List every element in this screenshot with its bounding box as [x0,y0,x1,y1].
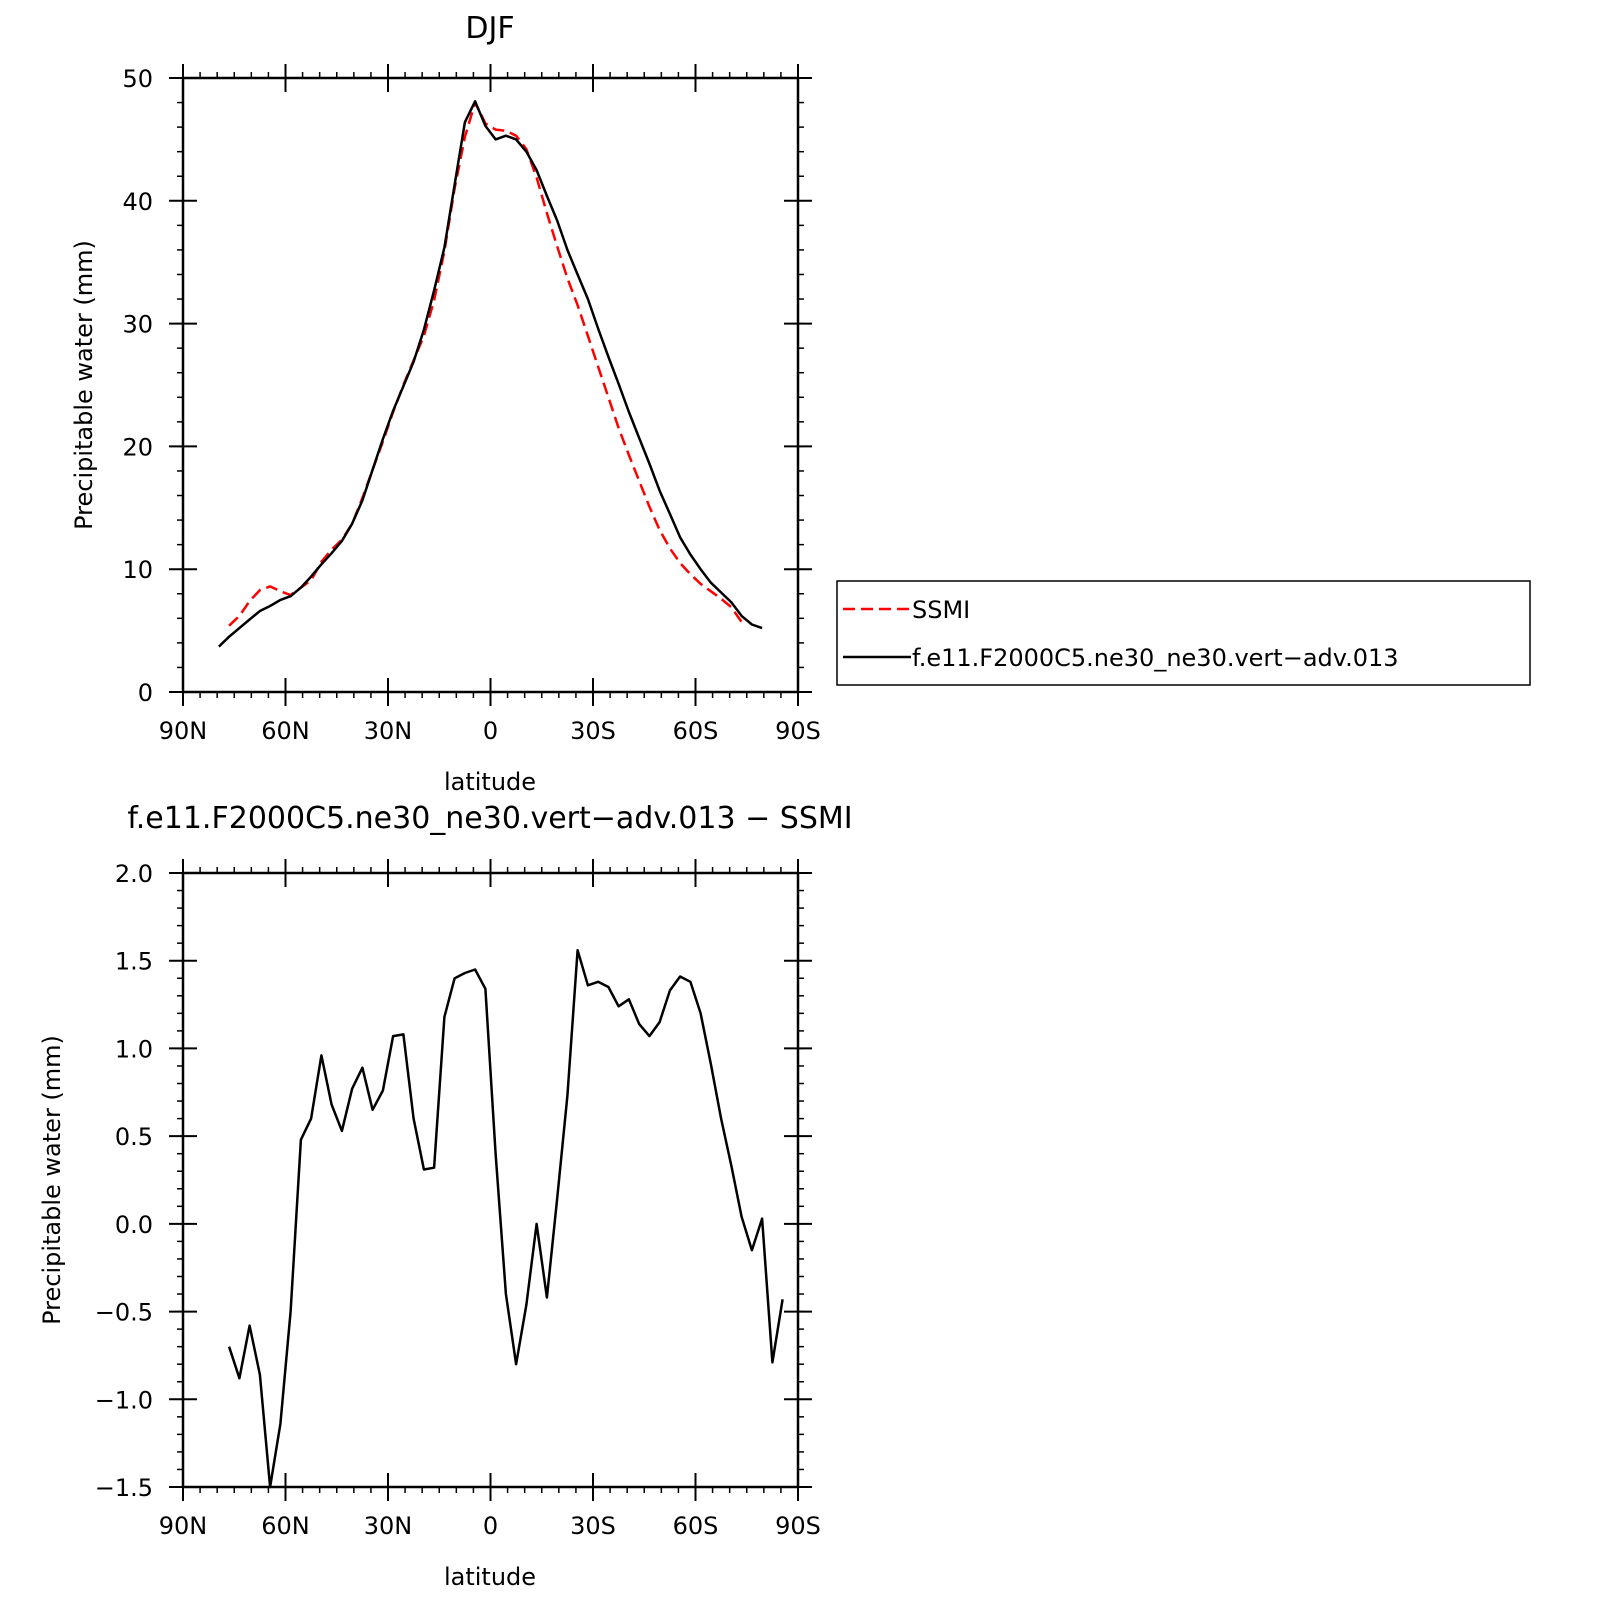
x-tick-label: 60S [673,1512,719,1540]
legend: SSMI f.e11.F2000C5.ne30_ne30.vert−adv.01… [836,580,1531,686]
y-tick-label: 50 [122,65,153,93]
y-axis-label-top: Precipitable water (mm) [70,240,98,530]
x-tick-label: 90S [775,717,821,745]
x-tick-label: 90N [159,1512,208,1540]
x-tick-label: 60S [673,717,719,745]
top-panel-djf: DJF 90N 60N 30N 0 30S 60S 90S 0 10 20 30 40 50 Preci… [70,11,1531,796]
x-tick-label: 30N [364,717,413,745]
x-axis-label-top: latitude [444,768,536,796]
y-tick-label: 20 [122,433,153,461]
chart-title-difference: f.e11.F2000C5.ne30_ne30.vert−adv.013 − S… [127,801,852,836]
series-line-model [227,948,784,1489]
y-tick-label: −0.5 [95,1299,153,1327]
y-tick-label: 1.5 [115,948,153,976]
legend-box [836,580,1531,686]
axis-ticks-bottom: 90N 60N 30N 0 30S 60S 90S −1.5 −1.0 −0.5 0.0 0.5 1.0… [95,859,821,1540]
x-tick-label: 0 [483,1512,498,1540]
x-tick-label: 30S [570,717,616,745]
y-tick-label: 0.0 [115,1211,153,1239]
series-lines-top [218,100,763,648]
x-tick-label: 90S [775,1512,821,1540]
y-tick-label: 2.0 [115,860,153,888]
series-line-model [218,100,763,648]
y-axis-label-bottom: Precipitable water (mm) [38,1035,66,1325]
y-tick-label: −1.0 [95,1386,153,1414]
x-tick-label: 60N [261,717,310,745]
axis-ticks-top: 90N 60N 30N 0 30S 60S 90S 0 10 20 30 40 50 [122,64,821,745]
plot-frame-bottom [181,871,800,1489]
y-tick-label: 1.0 [115,1035,153,1063]
y-tick-label: −1.5 [95,1474,153,1502]
y-tick-label: 30 [122,311,153,339]
y-tick-label: 0 [138,679,153,707]
series-line-ssmi [228,101,743,627]
chart-title-djf: DJF [465,11,514,46]
y-tick-label: 10 [122,556,153,584]
x-tick-label: 0 [483,717,498,745]
x-axis-label-bottom: latitude [444,1563,536,1591]
series-lines-bottom [227,948,784,1489]
plot-frame-top [181,76,800,694]
legend-label-model: f.e11.F2000C5.ne30_ne30.vert−adv.013 [912,644,1399,672]
bottom-panel-difference: f.e11.F2000C5.ne30_ne30.vert−adv.013 − S… [38,801,853,1591]
y-tick-label: 40 [122,188,153,216]
x-tick-label: 60N [261,1512,310,1540]
x-tick-label: 90N [159,717,208,745]
x-tick-label: 30N [364,1512,413,1540]
y-tick-label: 0.5 [115,1123,153,1151]
x-tick-label: 30S [570,1512,616,1540]
legend-label-ssmi: SSMI [912,596,970,624]
